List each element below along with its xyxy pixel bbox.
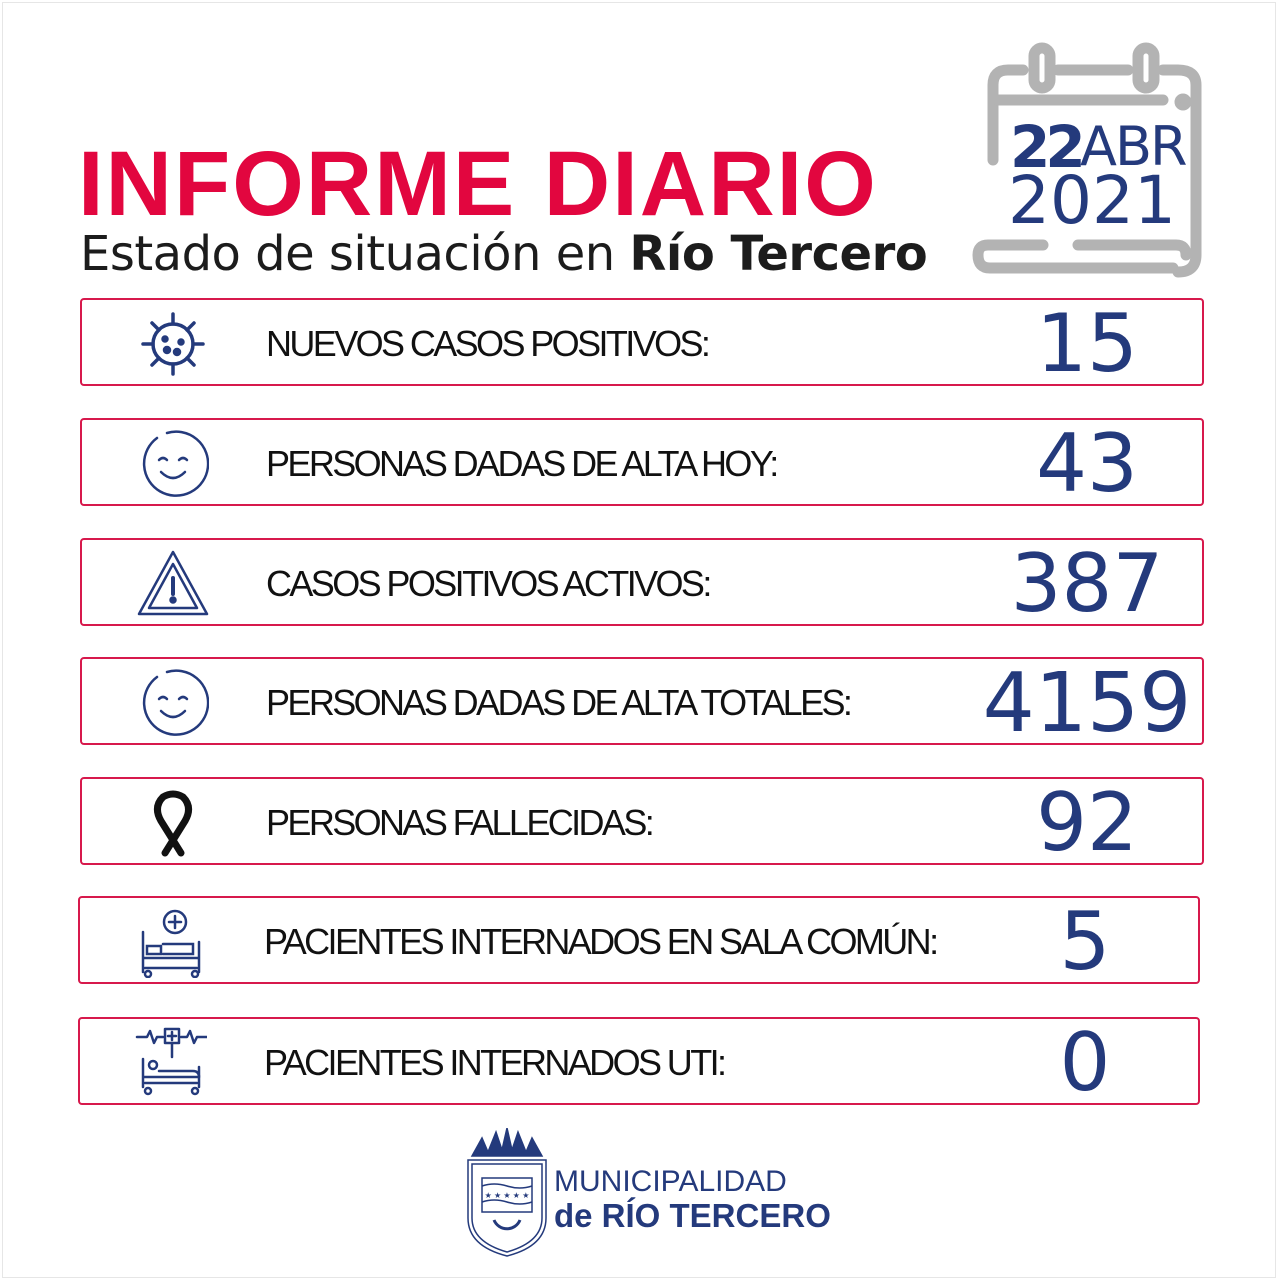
stat-label: PERSONAS DADAS DE ALTA HOY:	[266, 443, 779, 484]
page-subtitle: Estado de situación en Río Tercero	[80, 230, 928, 278]
smiley-icon	[142, 669, 209, 736]
stat-value: 43	[1036, 417, 1138, 510]
warning-icon	[137, 550, 209, 616]
mourning-ribbon-icon	[154, 790, 192, 857]
stat-row-icu-patients: PACIENTES INTERNADOS UTI: 0	[78, 1017, 1200, 1105]
smiley-icon	[142, 430, 209, 497]
hospital-bed-icon	[141, 909, 201, 978]
footer-municipality-line2: de RÍO TERCERO	[554, 1197, 831, 1234]
subtitle-place: Río Tercero	[629, 226, 928, 282]
stat-label: NUEVOS CASOS POSITIVOS:	[266, 323, 711, 364]
stat-row-discharged-total: PERSONAS DADAS DE ALTA TOTALES: 4159	[80, 657, 1204, 745]
date-day: 22	[1010, 113, 1086, 181]
stat-value: 4159	[982, 656, 1192, 751]
stat-label: PERSONAS DADAS DE ALTA TOTALES:	[266, 682, 853, 723]
stat-label: PACIENTES INTERNADOS UTI:	[264, 1042, 727, 1083]
stat-value: 5	[1059, 895, 1111, 988]
calendar-icon	[972, 42, 1202, 278]
virus-icon	[141, 312, 205, 376]
municipality-coat-of-arms-logo: ★ ★ ★ ★ ★	[467, 1128, 547, 1257]
stat-label: PACIENTES INTERNADOS EN SALA COMÚN:	[264, 921, 939, 962]
stat-row-ward-patients: PACIENTES INTERNADOS EN SALA COMÚN: 5	[78, 896, 1200, 984]
stat-label: CASOS POSITIVOS ACTIVOS:	[266, 563, 712, 604]
stat-row-active-cases: CASOS POSITIVOS ACTIVOS: 387	[80, 538, 1204, 626]
stat-label: PERSONAS FALLECIDAS:	[266, 802, 655, 843]
icu-bed-icon	[135, 1027, 207, 1096]
stat-row-discharged-today: PERSONAS DADAS DE ALTA HOY: 43	[80, 418, 1204, 506]
date-month: ABR	[1080, 115, 1188, 178]
stat-value: 92	[1036, 776, 1138, 869]
subtitle-prefix: Estado de situación en	[80, 226, 630, 282]
svg-text:★ ★ ★ ★ ★: ★ ★ ★ ★ ★	[485, 1191, 530, 1200]
stat-value: 15	[1036, 297, 1138, 390]
stat-row-new-cases: NUEVOS CASOS POSITIVOS: 15	[80, 298, 1204, 386]
stat-value: 387	[1010, 537, 1164, 630]
date-year: 2021	[1008, 162, 1176, 239]
stat-value: 0	[1059, 1016, 1111, 1109]
footer-municipality-line1: MUNICIPALIDAD	[554, 1165, 787, 1198]
stat-row-deceased: PERSONAS FALLECIDAS: 92	[80, 777, 1204, 865]
page-title: INFORME DIARIO	[78, 133, 878, 235]
